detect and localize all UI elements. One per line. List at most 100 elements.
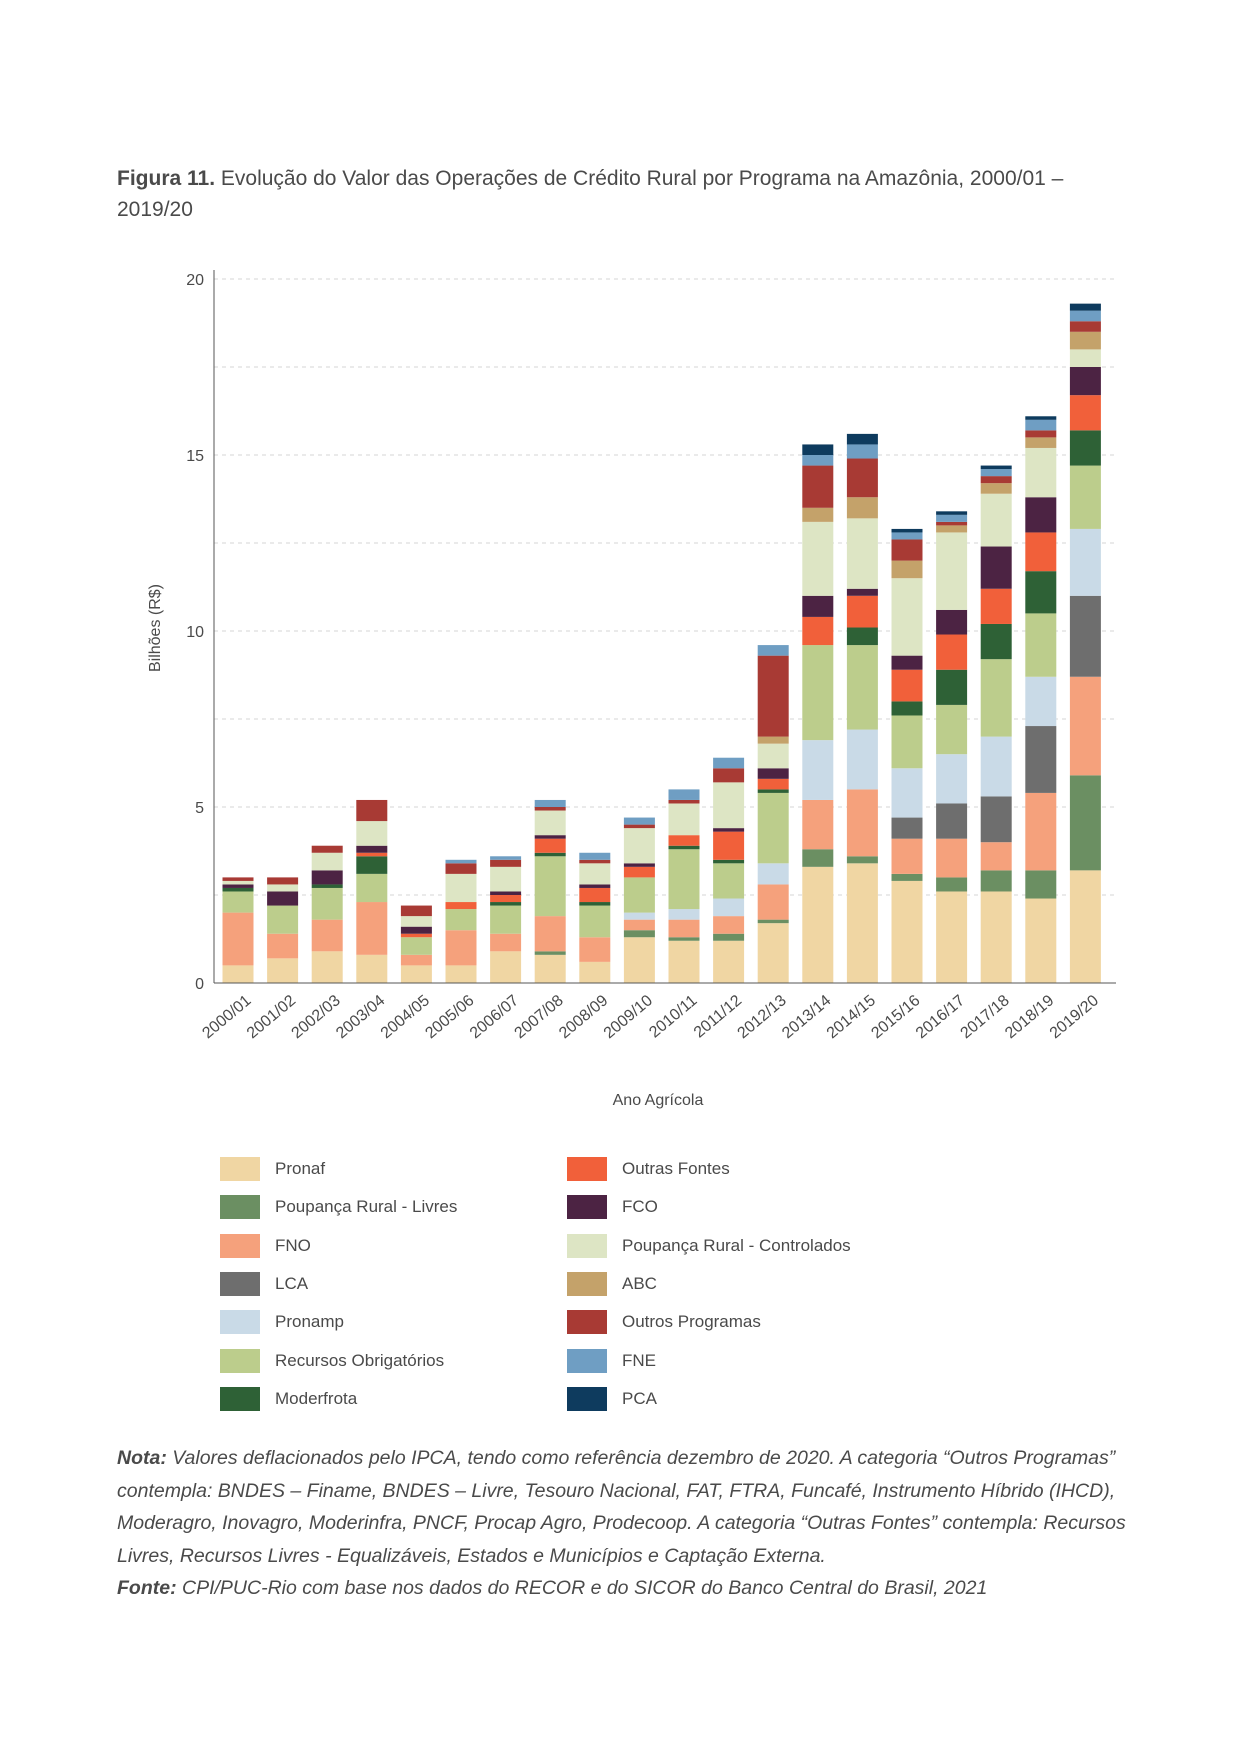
- bar-segment: [356, 845, 388, 853]
- bar-segment: [668, 789, 700, 800]
- bar-segment: [579, 884, 611, 888]
- bar-segment: [802, 521, 834, 596]
- bar-segment: [534, 852, 566, 857]
- bar-segment: [445, 909, 477, 931]
- x-tick-label: 2011/12: [691, 992, 745, 1042]
- bar-segment: [534, 838, 566, 853]
- bar-segment: [802, 645, 834, 741]
- bar-segment: [579, 887, 611, 903]
- bar-segment: [311, 919, 343, 952]
- bar-segment: [1069, 528, 1101, 596]
- bar-segment: [267, 884, 299, 892]
- bar-segment: [713, 768, 745, 783]
- bar-segment: [1069, 430, 1101, 466]
- bar-segment: [936, 891, 968, 983]
- bar-segment: [1025, 419, 1057, 431]
- bar-segment: [400, 916, 432, 927]
- bar-segment: [980, 465, 1012, 470]
- bar-segment: [445, 902, 477, 910]
- legend-label: Recursos Obrigatórios: [275, 1350, 445, 1370]
- bar-segment: [579, 905, 611, 938]
- bar-segment: [534, 807, 566, 811]
- bar-segment: [936, 532, 968, 610]
- bar-segment: [1025, 726, 1057, 793]
- x-tick-label: 2016/17: [913, 992, 968, 1042]
- bar-segment: [980, 891, 1012, 983]
- bar-segment: [846, 444, 878, 459]
- bar-segment: [490, 866, 522, 892]
- bar-segment: [936, 704, 968, 755]
- bar-segment: [623, 828, 655, 864]
- bar-segment: [1025, 676, 1057, 727]
- bar-segment: [356, 856, 388, 874]
- legend-swatch: [220, 1157, 260, 1181]
- bar-segment: [1069, 870, 1101, 983]
- bar-segment: [802, 616, 834, 646]
- bar-segment: [623, 863, 655, 867]
- bar-segment: [757, 863, 789, 885]
- bar-segment: [222, 877, 254, 881]
- notes: Nota: Valores deflacionados pelo IPCA, t…: [117, 1442, 1147, 1605]
- bar-segment: [490, 859, 522, 867]
- bar-segment: [1025, 532, 1057, 572]
- x-tick-label: 2004/05: [378, 992, 433, 1042]
- bar-segment: [980, 796, 1012, 843]
- legend-swatch: [220, 1195, 260, 1220]
- legend-swatch: [567, 1386, 607, 1411]
- bar-segment: [579, 859, 611, 864]
- bar-segment: [668, 940, 700, 983]
- bar-segment: [356, 954, 388, 983]
- bar-segment: [936, 838, 968, 878]
- bar-segment: [534, 916, 566, 952]
- x-tick-label: 2006/07: [467, 992, 522, 1042]
- bar-segment: [623, 866, 655, 878]
- bar-segment: [356, 902, 388, 955]
- bar-segment: [891, 528, 923, 533]
- x-tick-label: 2017/18: [958, 992, 1013, 1042]
- legend-swatch: [567, 1348, 607, 1373]
- bar-segment: [980, 483, 1012, 494]
- bar-segment: [891, 560, 923, 579]
- bar-segment: [891, 669, 923, 702]
- bar-segment: [757, 792, 789, 864]
- bar-segment: [980, 842, 1012, 871]
- fonte-label: Fonte:: [117, 1577, 177, 1599]
- bar-segment: [445, 859, 477, 864]
- bar-segment: [891, 532, 923, 540]
- bar-segment: [490, 902, 522, 906]
- bar-segment: [846, 433, 878, 445]
- bar-segment: [1069, 595, 1101, 677]
- bar-segment: [579, 863, 611, 885]
- bar-segment: [400, 954, 432, 966]
- legend-label: Pronaf: [275, 1159, 326, 1178]
- legend-label: Poupança Rural - Controlados: [622, 1235, 851, 1255]
- bar-segment: [713, 757, 745, 769]
- bar-segment: [980, 588, 1012, 624]
- bar-segment: [936, 754, 968, 804]
- bar-segment: [757, 778, 789, 790]
- x-tick-label: 2000/01: [199, 992, 254, 1042]
- bar-segment: [802, 444, 834, 455]
- bar-segment: [311, 852, 343, 871]
- bar-segment: [311, 870, 343, 885]
- bar-segment: [1069, 349, 1101, 367]
- bar-segment: [1069, 676, 1101, 776]
- legend-label: ABC: [622, 1273, 657, 1293]
- legend-swatch: [567, 1195, 607, 1220]
- legend-swatch: [567, 1233, 607, 1258]
- bar-segment: [356, 821, 388, 846]
- bar-segment: [936, 669, 968, 705]
- bar-segment: [490, 856, 522, 860]
- bar-segment: [936, 609, 968, 635]
- bar-segment: [623, 817, 655, 825]
- legend-label: FCO: [622, 1197, 658, 1217]
- legend-swatch: [220, 1348, 260, 1373]
- gridlines: [214, 278, 1116, 896]
- x-tick-label: 2003/04: [333, 992, 388, 1042]
- bar-segment: [668, 835, 700, 846]
- bar-segment: [623, 877, 655, 913]
- fonte-text: CPI/PUC-Rio com base nos dados do RECOR …: [182, 1577, 988, 1599]
- bar-segment: [534, 810, 566, 836]
- bar-segment: [980, 870, 1012, 892]
- bar-segment: [891, 701, 923, 716]
